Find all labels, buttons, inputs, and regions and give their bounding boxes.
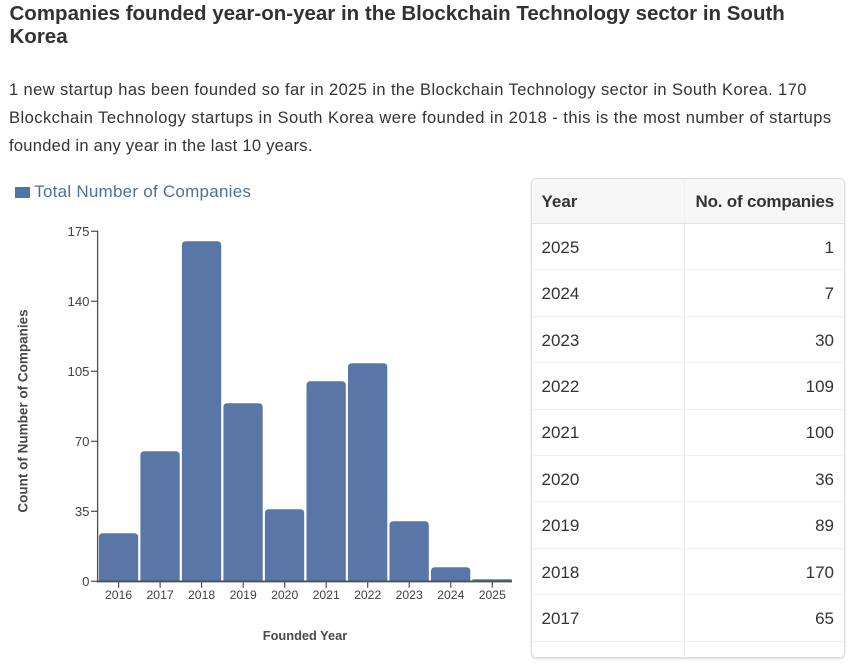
- svg-text:2019: 2019: [230, 588, 257, 602]
- svg-text:2017: 2017: [147, 588, 174, 602]
- svg-text:2025: 2025: [479, 588, 506, 602]
- svg-text:2023: 2023: [396, 588, 423, 602]
- svg-text:Count of Number of Companies: Count of Number of Companies: [16, 309, 31, 512]
- svg-text:2021: 2021: [313, 588, 340, 602]
- svg-text:2022: 2022: [354, 588, 381, 602]
- svg-text:175: 175: [67, 224, 89, 239]
- svg-text:105: 105: [67, 364, 89, 379]
- svg-text:Founded Year: Founded Year: [263, 628, 347, 643]
- svg-text:70: 70: [75, 434, 90, 449]
- svg-text:2016: 2016: [105, 588, 132, 602]
- svg-text:35: 35: [75, 504, 90, 519]
- svg-text:2020: 2020: [271, 588, 298, 602]
- svg-text:140: 140: [67, 294, 89, 309]
- svg-text:0: 0: [82, 574, 89, 589]
- svg-text:2024: 2024: [437, 588, 464, 602]
- svg-text:2018: 2018: [188, 588, 215, 602]
